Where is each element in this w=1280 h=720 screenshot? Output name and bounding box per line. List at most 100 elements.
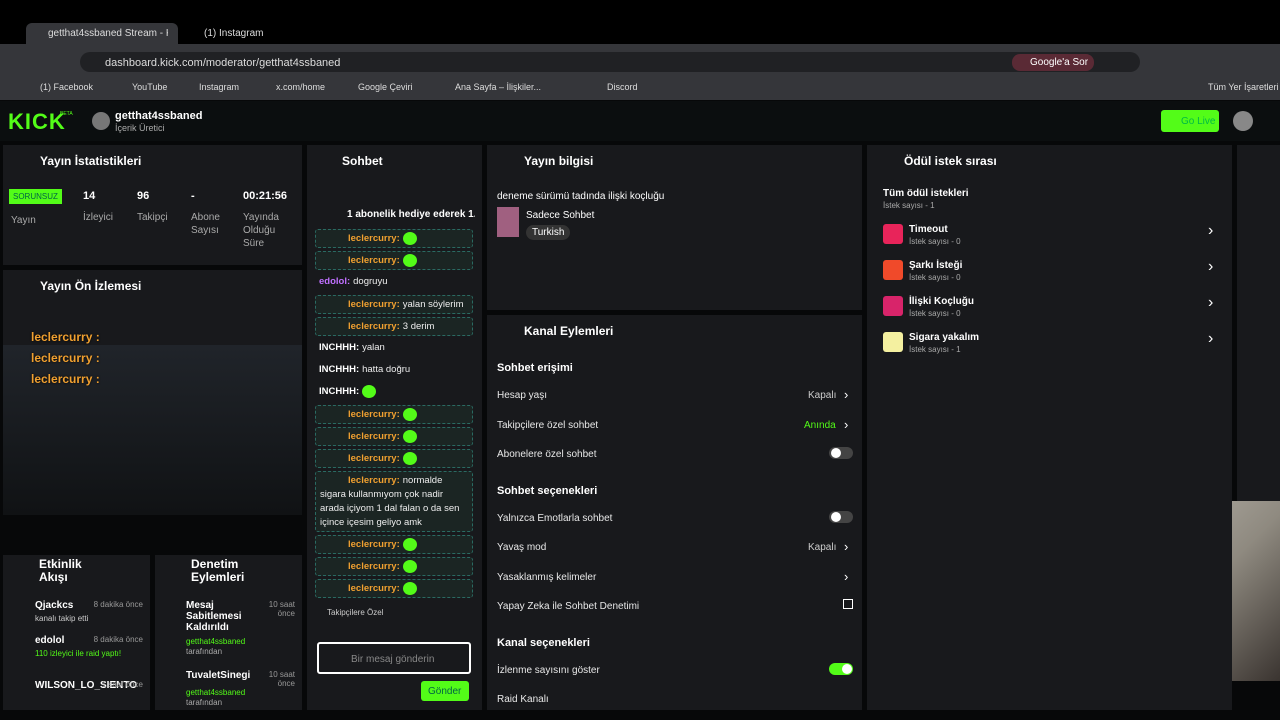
preview-video: [3, 345, 302, 515]
bookmark[interactable]: YouTube: [132, 82, 168, 92]
mod-by: getthat4ssbaned: [186, 637, 246, 646]
activity-time: 8 dakika önce: [93, 635, 143, 644]
chat-user: leclercurry:: [348, 255, 400, 267]
setting-label: Takipçilere özel sohbet: [497, 419, 599, 431]
activity-time: 8 dakika önce: [93, 600, 143, 609]
activity-user: WILSON_LO_SIENTO: [35, 680, 138, 691]
chat-text: hatta doğru: [362, 364, 411, 375]
status-badge: SORUNSUZ: [9, 189, 62, 204]
reward-icon: [883, 332, 903, 352]
activity-action: 110 izleyici ile raid yaptı!: [35, 649, 122, 658]
profile: [1233, 111, 1253, 131]
toggle[interactable]: [829, 662, 853, 675]
activity-user: edolol: [35, 635, 65, 646]
ask-google[interactable]: Google'a Sor: [1012, 54, 1095, 71]
chat-user: leclercurry:: [348, 453, 400, 465]
chat-user: leclercurry:: [348, 409, 400, 421]
moderation-panel: Denetim Eylemleri Mesaj Sabitlemesi Kaldı…: [155, 555, 302, 710]
browser-tab[interactable]: getthat4ssbaned Stream - Kick: [26, 23, 178, 44]
chevron[interactable]: ›: [844, 568, 849, 584]
reward-count: İstek sayısı - 0: [909, 273, 961, 282]
chevron[interactable]: ›: [844, 387, 849, 402]
emote: [402, 582, 417, 595]
all-bookmarks[interactable]: Tüm Yer İşaretleri: [1208, 82, 1279, 92]
setting-label: Yalnızca Emotlarla sohbet: [497, 512, 613, 524]
bookmark[interactable]: (1) Facebook: [40, 82, 94, 92]
rewards-all: Tüm ödül istekleri: [883, 188, 969, 199]
panel-title: Kanal Eylemleri: [524, 324, 614, 338]
chevron[interactable]: ›: [1208, 258, 1214, 275]
panel-title: Yayın Ön İzlemesi: [40, 279, 142, 293]
chat-message: leclercurry: normalde sigara kullanmıyom …: [315, 471, 473, 532]
chat-message: leclercurry:: [315, 427, 473, 446]
panel-title: Etkinlik Akışı: [39, 557, 82, 584]
setting-label: Yavaş mod: [497, 542, 547, 553]
mod-action: Mesaj Sabitlemesi Kaldırıldı: [186, 600, 242, 633]
bookmark[interactable]: Google Çeviri: [358, 82, 413, 92]
setting-label: Abonelere özel sohbet: [497, 449, 597, 460]
chat-user: leclercurry:: [348, 539, 400, 551]
overlay-text: leclercurry :: [31, 372, 100, 386]
emote: [402, 232, 417, 245]
chat-message: INCHHH:: [315, 383, 473, 402]
external-link[interactable]: [843, 599, 853, 609]
bookmark[interactable]: x.com/home: [276, 82, 326, 92]
avatar: [92, 112, 110, 130]
bookmark[interactable]: Ana Sayfa – İlişkiler...: [455, 82, 542, 92]
emote: [402, 430, 417, 443]
toggle[interactable]: [829, 510, 853, 523]
setting-value: Kapalı: [808, 542, 837, 553]
chat-user: leclercurry:: [348, 561, 400, 573]
setting-label: Hesap yaşı: [497, 390, 548, 401]
browser-tab[interactable]: (1) Instagram: [182, 23, 334, 44]
mod-by: getthat4ssbaned: [186, 688, 246, 697]
chat-user: leclercurry:: [348, 299, 400, 310]
stat-value: -: [191, 190, 195, 202]
send-button[interactable]: Gönder: [421, 681, 469, 701]
emote: [362, 385, 377, 398]
panel-title: Yayın İstatistikleri: [40, 154, 142, 168]
mod-suffix: tarafından: [186, 698, 223, 707]
reward-count: İstek sayısı - 0: [909, 237, 961, 246]
chat-text: normalde sigara kullanmıyom çok nadir ar…: [320, 475, 460, 528]
chat-message: leclercurry: yalan söylerim: [315, 295, 473, 314]
stat-label: Yayında Olduğu Süre: [243, 212, 279, 249]
chat-text: yalan: [362, 342, 385, 353]
chat-message: leclercurry:: [315, 449, 473, 468]
chevron[interactable]: ›: [844, 416, 849, 432]
chat-message: leclercurry:: [315, 535, 473, 554]
chat-message: leclercurry:: [315, 251, 473, 270]
chat-input[interactable]: Bir mesaj gönderin: [317, 642, 471, 674]
chat-message: edolol: dogruyu: [315, 273, 473, 292]
chevron[interactable]: ›: [1208, 330, 1214, 347]
reward-count: İstek sayısı - 1: [909, 345, 961, 354]
bookmark[interactable]: Instagram: [199, 82, 240, 92]
go-live[interactable]: Go Live: [1161, 110, 1219, 132]
chat-user: leclercurry:: [348, 321, 400, 332]
emote: [402, 254, 417, 267]
chevron[interactable]: ›: [844, 539, 849, 554]
section-heading: Sohbet erişimi: [497, 362, 573, 374]
reward-name: Timeout: [909, 224, 948, 235]
stream-title: deneme sürümü tadında ilişki koçluğu: [497, 191, 665, 202]
chat-user: leclercurry:: [348, 583, 400, 595]
url-field[interactable]: [80, 52, 1140, 72]
category: Sadece Sohbet: [526, 210, 595, 221]
tab-title: (1) Instagram: [204, 28, 264, 39]
mod-time: 10 saat önce: [268, 670, 295, 688]
stat-value: 14: [83, 190, 96, 202]
reward-name: İlişki Koçluğu: [909, 296, 975, 307]
reward-icon: [883, 296, 903, 316]
stat-label: İzleyici: [83, 212, 114, 223]
chat-user: INCHHH:: [319, 364, 360, 375]
panel-title: Ödül istek sırası: [904, 154, 997, 168]
bookmark[interactable]: Discord: [607, 82, 638, 92]
chat-user: leclercurry:: [348, 431, 400, 443]
setting-label: İzlenme sayısını göster: [497, 664, 600, 676]
toggle[interactable]: [829, 447, 853, 459]
panel-title: Denetim Eylemleri: [191, 557, 245, 584]
status-label: Yayın: [11, 215, 36, 226]
chevron[interactable]: ›: [1208, 222, 1214, 239]
chevron[interactable]: ›: [1208, 294, 1214, 311]
chat-message: leclercurry:: [315, 557, 473, 576]
